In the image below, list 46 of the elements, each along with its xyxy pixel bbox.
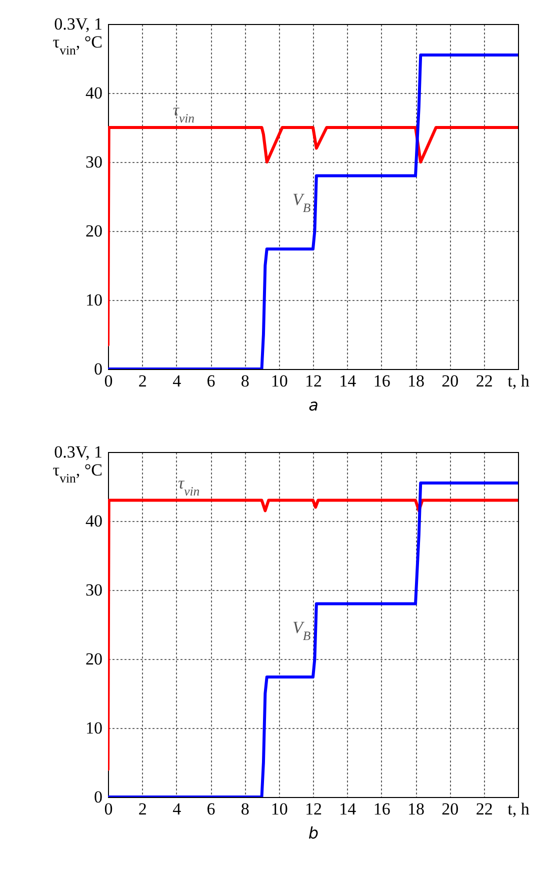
x-tick-label: 6 <box>206 372 216 390</box>
x-tick-label: 4 <box>172 372 182 390</box>
x-tick-label: 4 <box>172 800 182 818</box>
y-axis-title: τ$_{vin}$, °C <box>52 460 102 486</box>
annotation: V$_{B}$ <box>292 190 311 216</box>
y-tick-label: 0.3V, 1 <box>54 442 102 462</box>
x-tick-label: 18 <box>408 372 424 390</box>
x-tick-label: 18 <box>408 800 424 818</box>
annotation: τ$_{vin}$ <box>172 100 195 126</box>
x-tick-label: 8 <box>240 800 250 818</box>
y-tick-label: 0.3V, 1 <box>54 14 102 34</box>
y-tick-label: 20 <box>86 222 102 240</box>
x-tick-label: 14 <box>339 800 357 818</box>
y-tick-label: 30 <box>86 152 102 172</box>
line-series <box>108 126 518 346</box>
x-tick-label: 20 <box>442 372 459 390</box>
annotation: τ$_{vin}$ <box>178 473 200 498</box>
x-tick-label: 16 <box>373 372 390 390</box>
x-tick-label: t, h <box>508 800 530 818</box>
x-tick-label: 22 <box>476 372 493 390</box>
y-tick-label: 10 <box>86 290 102 310</box>
x-tick-label: 8 <box>240 372 250 390</box>
y-tick-label: 30 <box>86 580 102 600</box>
x-tick-label: 10 <box>270 372 288 390</box>
y-tick-label: 10 <box>86 718 102 738</box>
line-series <box>108 54 518 369</box>
x-tick-label: 12 <box>305 372 322 390</box>
x-tick-label: 12 <box>305 800 322 818</box>
y-tick-label: 20 <box>86 650 102 668</box>
y-tick-label: 40 <box>86 84 102 102</box>
x-tick-label: 2 <box>138 800 147 818</box>
y-tick-label: 40 <box>86 512 102 530</box>
x-axis-title: a <box>308 396 318 414</box>
x-tick-label: 20 <box>442 800 459 818</box>
x-tick-label: 16 <box>373 800 390 818</box>
annotation: V$_{B}$ <box>292 618 311 644</box>
y-axis-title: τ$_{vin}$, °C <box>52 32 102 58</box>
x-tick-label: 22 <box>476 800 493 818</box>
y-tick-label: 0 <box>94 788 102 806</box>
x-tick-label: 2 <box>138 372 147 390</box>
x-tick-label: t, h <box>508 372 530 390</box>
y-tick-label: 0 <box>94 360 102 378</box>
x-tick-label: 14 <box>339 372 357 390</box>
x-tick-label: 10 <box>270 800 288 818</box>
x-axis-title: b <box>308 824 319 842</box>
x-tick-label: 6 <box>206 800 216 818</box>
